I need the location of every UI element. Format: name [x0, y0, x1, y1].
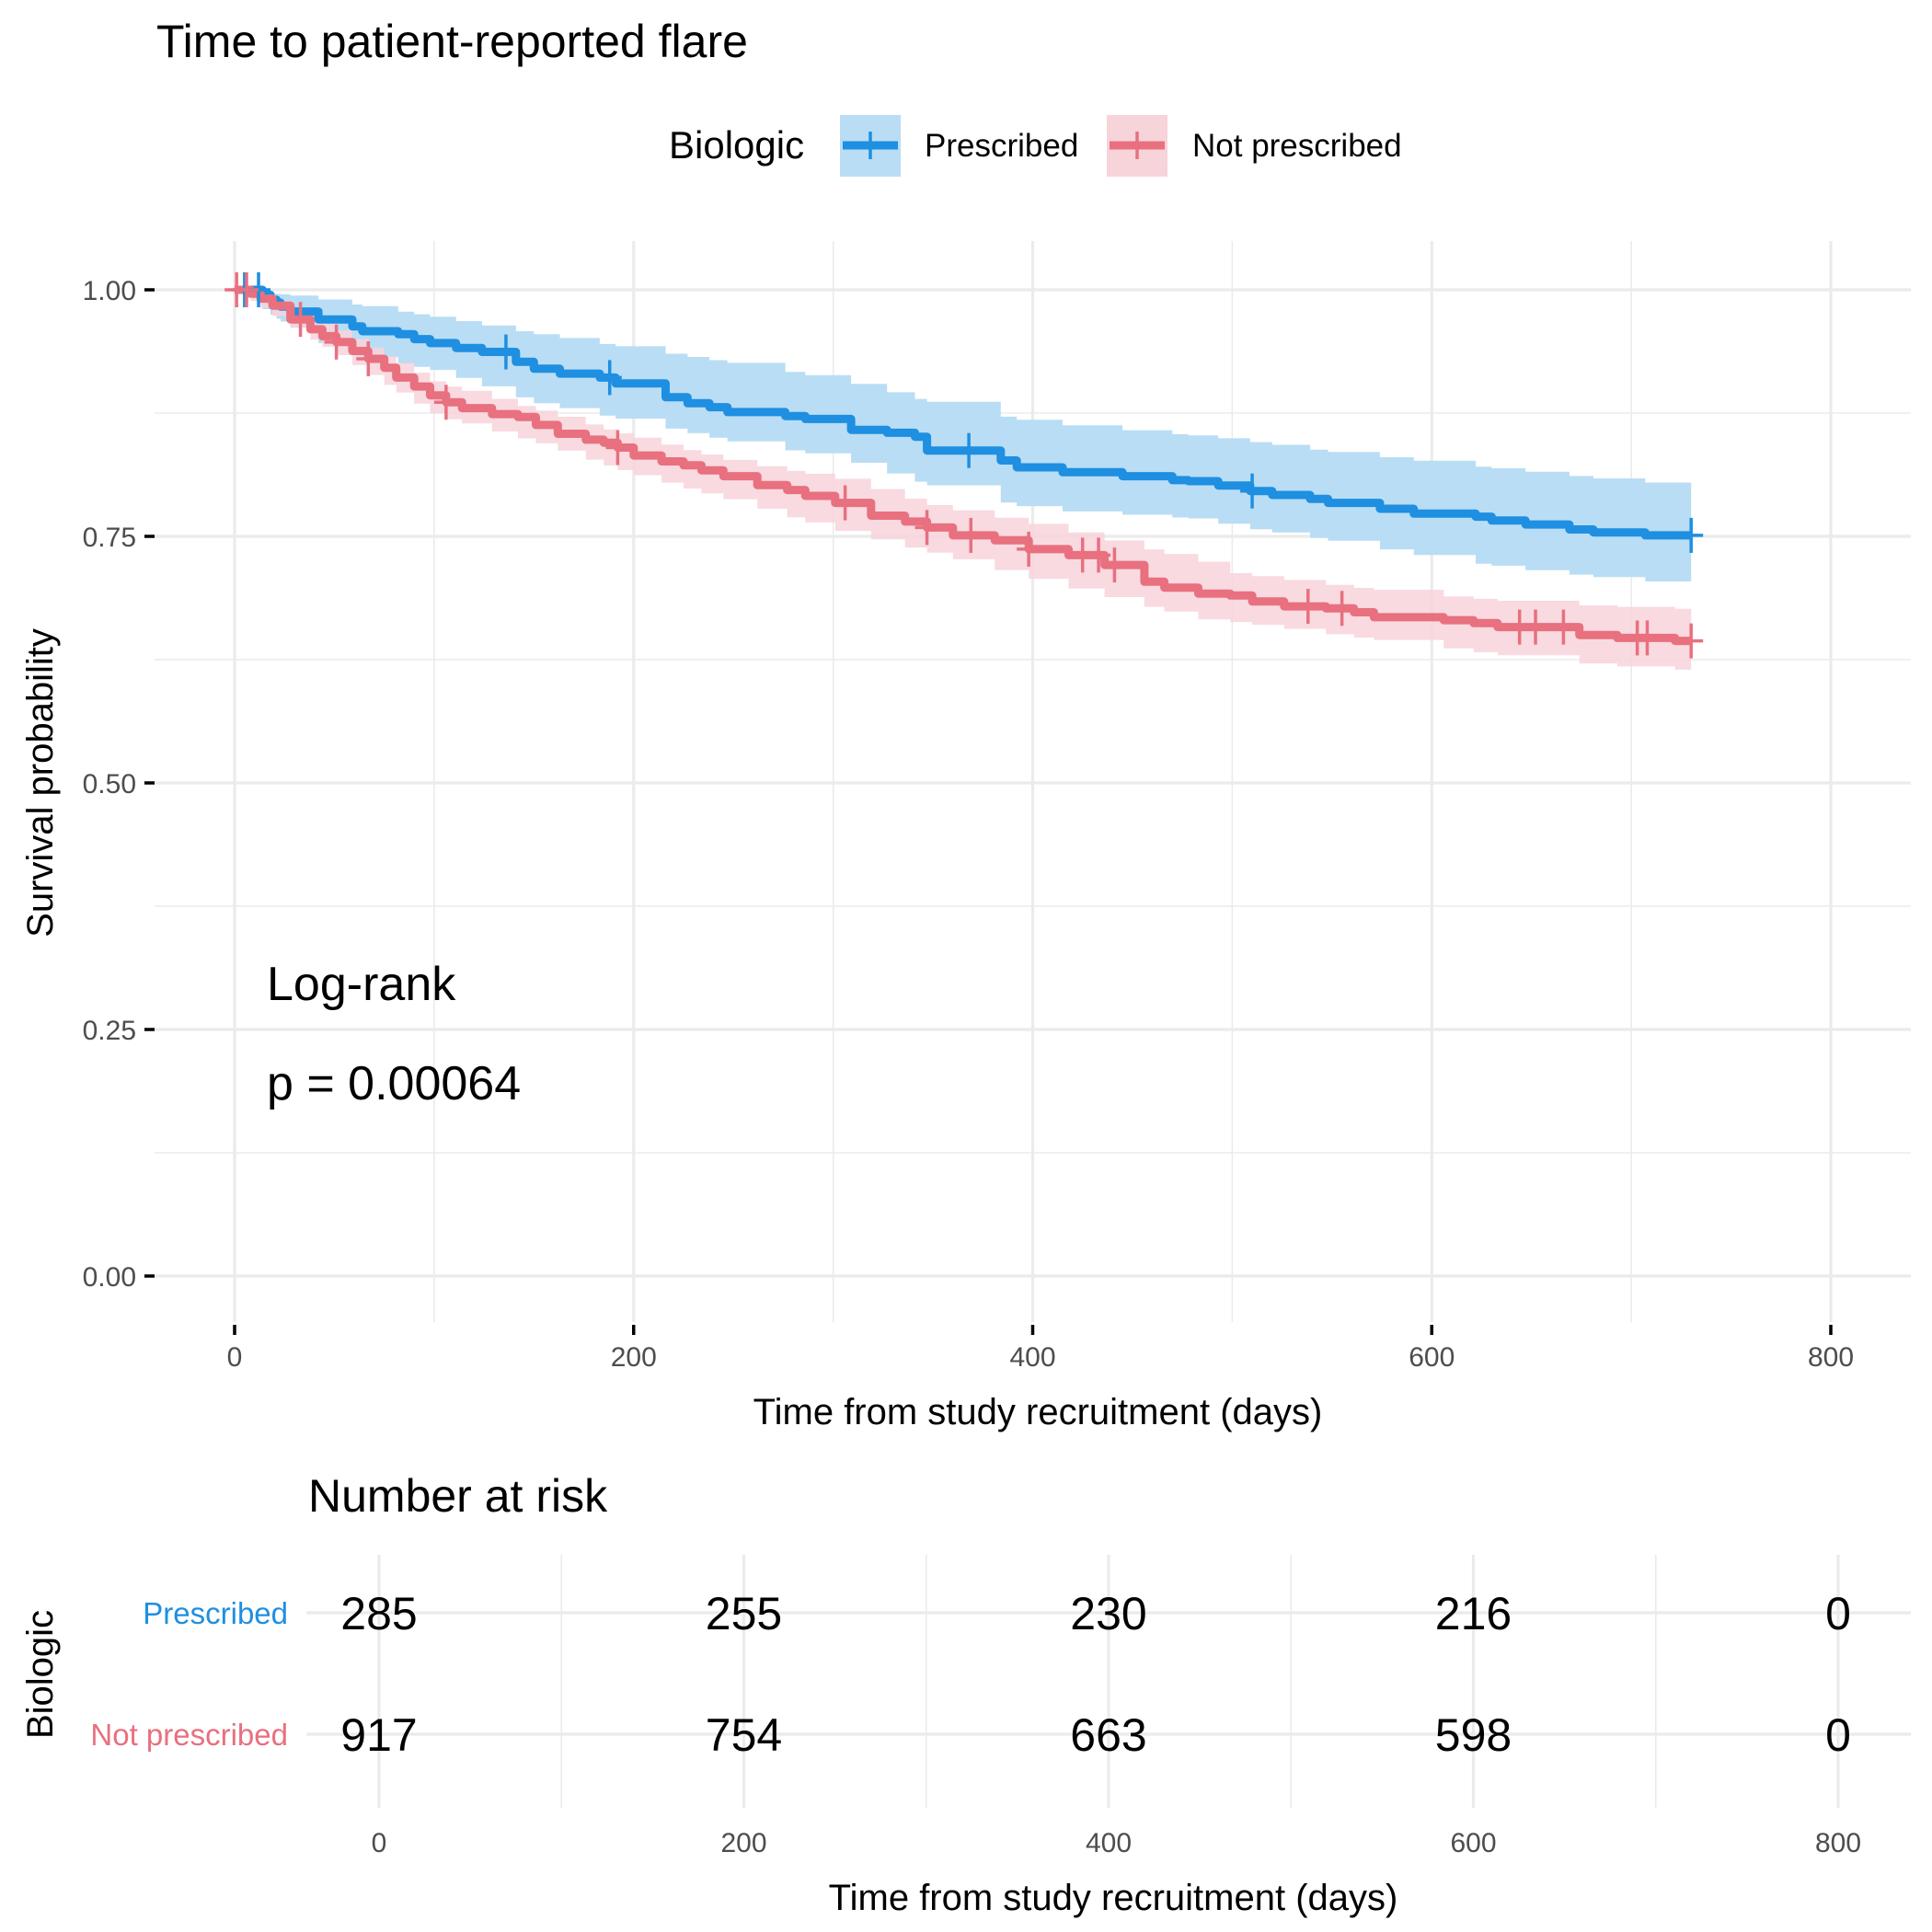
legend-item-not-prescribed: Not prescribed [1107, 115, 1402, 177]
y-axis: 0.00 0.25 0.50 0.75 1.00 Survival probabilit… [20, 276, 155, 1293]
risk-table-rows: Prescribed 285 255 230 216 0 Not prescribed 917… [90, 1588, 1851, 1761]
risk-count-not-prescribed: 917 [340, 1709, 417, 1761]
risk-count-prescribed: 285 [340, 1588, 417, 1639]
risk-x-tick-label: 0 [372, 1828, 387, 1858]
x-tick-label: 400 [1009, 1342, 1055, 1373]
risk-count-not-prescribed: 0 [1825, 1709, 1851, 1761]
censor-marks [224, 272, 1704, 659]
risk-x-tick-label: 200 [720, 1828, 766, 1858]
confidence-bands [235, 290, 1692, 671]
risk-count-not-prescribed: 598 [1435, 1709, 1512, 1761]
risk-x-tick-label: 400 [1086, 1828, 1132, 1858]
survival-curve-prescribed [235, 285, 1692, 540]
x-tick-label: 600 [1409, 1342, 1455, 1373]
risk-count-not-prescribed: 663 [1070, 1709, 1146, 1761]
risk-count-prescribed: 230 [1070, 1588, 1146, 1639]
risk-x-tick-label: 800 [1815, 1828, 1861, 1858]
risk-row-label-prescribed: Prescribed [143, 1596, 288, 1630]
logrank-annotation: Log-rank p = 0.00064 [267, 958, 521, 1110]
ci-band-not-prescribed [235, 290, 1692, 671]
y-tick-label: 0.25 [83, 1016, 136, 1046]
x-axis-title: Time from study recruitment (days) [753, 1392, 1323, 1432]
legend-label-not-prescribed: Not prescribed [1192, 128, 1402, 164]
survival-plot-panel [155, 241, 1911, 1322]
x-tick-label: 200 [611, 1342, 657, 1373]
risk-x-tick-label: 600 [1450, 1828, 1496, 1858]
ci-band-prescribed [235, 290, 1692, 584]
legend-item-prescribed: Prescribed [840, 115, 1078, 177]
risk-table-x-ticks: 0 200 400 600 800 [372, 1828, 1861, 1858]
risk-table-x-title: Time from study recruitment (days) [829, 1878, 1398, 1918]
risk-table-gridlines [306, 1555, 1911, 1808]
y-tick-label: 0.00 [83, 1262, 136, 1293]
chart-title: Time to patient-reported flare [156, 16, 748, 67]
risk-count-prescribed: 0 [1825, 1588, 1851, 1639]
legend: Biologic Prescribed Not prescribed [669, 115, 1402, 177]
risk-row-label-not-prescribed: Not prescribed [90, 1718, 288, 1752]
risk-count-prescribed: 216 [1435, 1588, 1512, 1639]
x-axis: 0 200 400 600 800 Time from study recruitmen… [227, 1325, 1854, 1432]
logrank-p-value: p = 0.00064 [267, 1057, 521, 1110]
risk-table-title: Number at risk [308, 1470, 608, 1522]
x-axis-ticks: 0 200 400 600 800 [227, 1325, 1854, 1373]
y-axis-ticks: 0.00 0.25 0.50 0.75 1.00 [83, 276, 155, 1293]
y-axis-title: Survival probability [20, 628, 61, 937]
logrank-label: Log-rank [267, 958, 456, 1011]
legend-title: Biologic [669, 123, 804, 167]
legend-label-prescribed: Prescribed [925, 128, 1078, 164]
plot-gridlines [155, 241, 1911, 1322]
y-tick-label: 0.50 [83, 769, 136, 799]
risk-table-y-title: Biologic [20, 1610, 61, 1739]
x-tick-label: 800 [1808, 1342, 1854, 1373]
risk-count-prescribed: 255 [706, 1588, 782, 1639]
x-tick-label: 0 [227, 1342, 243, 1373]
y-tick-label: 1.00 [83, 276, 136, 306]
y-tick-label: 0.75 [83, 523, 136, 553]
risk-table: Number at risk Prescribed 285 255 230 216 0 No… [20, 1470, 1911, 1918]
risk-count-not-prescribed: 754 [706, 1709, 782, 1761]
